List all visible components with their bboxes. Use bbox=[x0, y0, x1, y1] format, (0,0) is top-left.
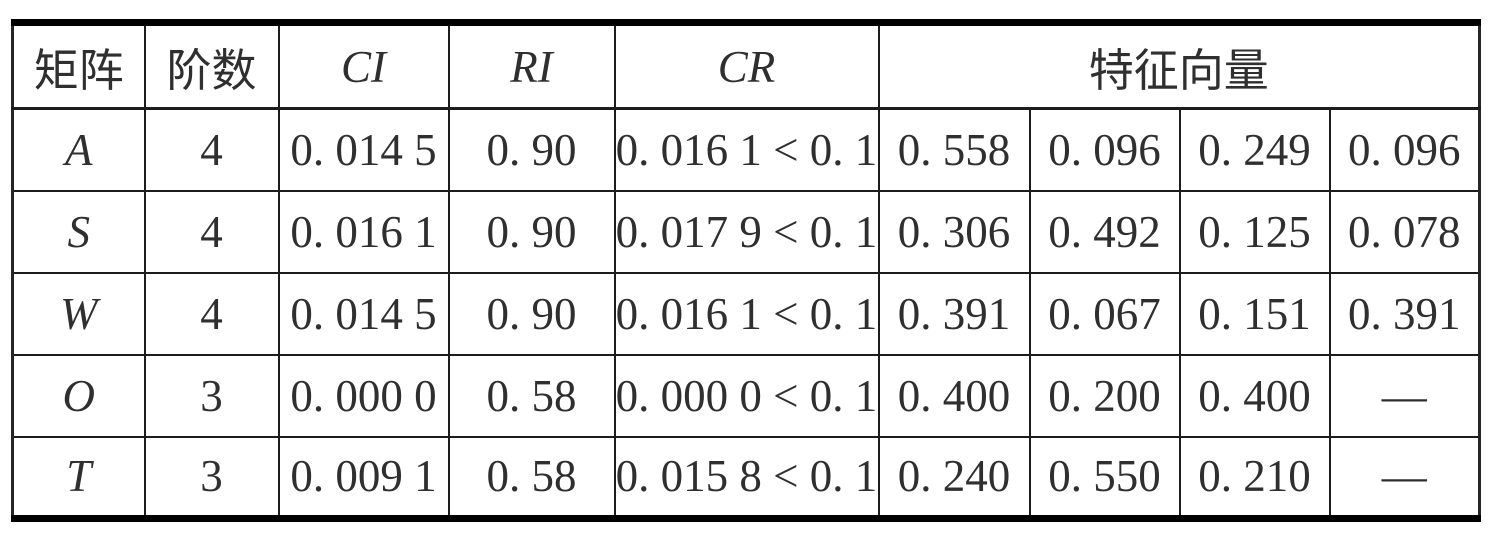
ri-cell: 0. 90 bbox=[447, 271, 616, 356]
consistency-check-table: 矩阵 阶数 CI RI CR 特征向量 A 4 0. 014 5 0. 90 0… bbox=[11, 19, 1482, 522]
header-order: 阶数 bbox=[143, 21, 280, 110]
eigenvector-cell-3: 0. 210 bbox=[1178, 435, 1331, 520]
order-cell: 4 bbox=[143, 271, 280, 356]
ri-cell: 0. 90 bbox=[447, 107, 616, 192]
order-cell: 4 bbox=[143, 189, 280, 274]
order-cell: 3 bbox=[143, 353, 280, 438]
ci-cell: 0. 014 5 bbox=[277, 107, 450, 192]
matrix-cell: T bbox=[11, 435, 146, 520]
eigenvector-cell-3: 0. 400 bbox=[1178, 353, 1331, 438]
header-ci: CI bbox=[277, 21, 450, 110]
eigenvector-cell-3: 0. 125 bbox=[1178, 189, 1331, 274]
eigenvector-cell-2: 0. 067 bbox=[1028, 271, 1181, 356]
matrix-cell: W bbox=[11, 271, 146, 356]
eigenvector-cell-4: 0. 096 bbox=[1328, 107, 1481, 192]
eigenvector-cell-2: 0. 200 bbox=[1028, 353, 1181, 438]
ri-cell: 0. 58 bbox=[447, 435, 616, 520]
eigenvector-cell-1: 0. 558 bbox=[877, 107, 1031, 192]
header-ri: RI bbox=[447, 21, 616, 110]
ri-cell: 0. 90 bbox=[447, 189, 616, 274]
eigenvector-cell-3: 0. 151 bbox=[1178, 271, 1331, 356]
eigenvector-cell-1: 0. 240 bbox=[877, 435, 1031, 520]
matrix-cell: O bbox=[11, 353, 146, 438]
matrix-cell: A bbox=[11, 107, 146, 192]
cr-cell: 0. 016 1 < 0. 1 bbox=[613, 107, 880, 192]
eigenvector-cell-4: — bbox=[1328, 353, 1481, 438]
matrix-cell: S bbox=[11, 189, 146, 274]
cr-cell: 0. 016 1 < 0. 1 bbox=[613, 271, 880, 356]
eigenvector-cell-2: 0. 550 bbox=[1028, 435, 1181, 520]
table-row-t: T 3 0. 009 1 0. 58 0. 015 8 < 0. 1 0. 24… bbox=[11, 435, 1481, 520]
header-cr: CR bbox=[613, 21, 880, 110]
eigenvector-cell-4: 0. 078 bbox=[1328, 189, 1481, 274]
header-matrix: 矩阵 bbox=[11, 21, 146, 110]
table-row-s: S 4 0. 016 1 0. 90 0. 017 9 < 0. 1 0. 30… bbox=[11, 189, 1481, 274]
ci-cell: 0. 014 5 bbox=[277, 271, 450, 356]
ri-cell: 0. 58 bbox=[447, 353, 616, 438]
cr-cell: 0. 015 8 < 0. 1 bbox=[613, 435, 880, 520]
table-row-w: W 4 0. 014 5 0. 90 0. 016 1 < 0. 1 0. 39… bbox=[11, 271, 1481, 356]
eigenvector-cell-1: 0. 400 bbox=[877, 353, 1031, 438]
order-cell: 3 bbox=[143, 435, 280, 520]
ci-cell: 0. 000 0 bbox=[277, 353, 450, 438]
cr-cell: 0. 017 9 < 0. 1 bbox=[613, 189, 880, 274]
eigenvector-cell-4: 0. 391 bbox=[1328, 271, 1481, 356]
ci-cell: 0. 016 1 bbox=[277, 189, 450, 274]
eigenvector-cell-2: 0. 492 bbox=[1028, 189, 1181, 274]
table-row-a: A 4 0. 014 5 0. 90 0. 016 1 < 0. 1 0. 55… bbox=[11, 107, 1481, 192]
eigenvector-cell-1: 0. 306 bbox=[877, 189, 1031, 274]
eigenvector-cell-2: 0. 096 bbox=[1028, 107, 1181, 192]
cr-cell: 0. 000 0 < 0. 1 bbox=[613, 353, 880, 438]
eigenvector-cell-1: 0. 391 bbox=[877, 271, 1031, 356]
table-header-row: 矩阵 阶数 CI RI CR 特征向量 bbox=[11, 21, 1481, 110]
header-eigenvector: 特征向量 bbox=[877, 21, 1481, 110]
eigenvector-cell-4: — bbox=[1328, 435, 1481, 520]
eigenvector-cell-3: 0. 249 bbox=[1178, 107, 1331, 192]
order-cell: 4 bbox=[143, 107, 280, 192]
ci-cell: 0. 009 1 bbox=[277, 435, 450, 520]
table-row-o: O 3 0. 000 0 0. 58 0. 000 0 < 0. 1 0. 40… bbox=[11, 353, 1481, 438]
